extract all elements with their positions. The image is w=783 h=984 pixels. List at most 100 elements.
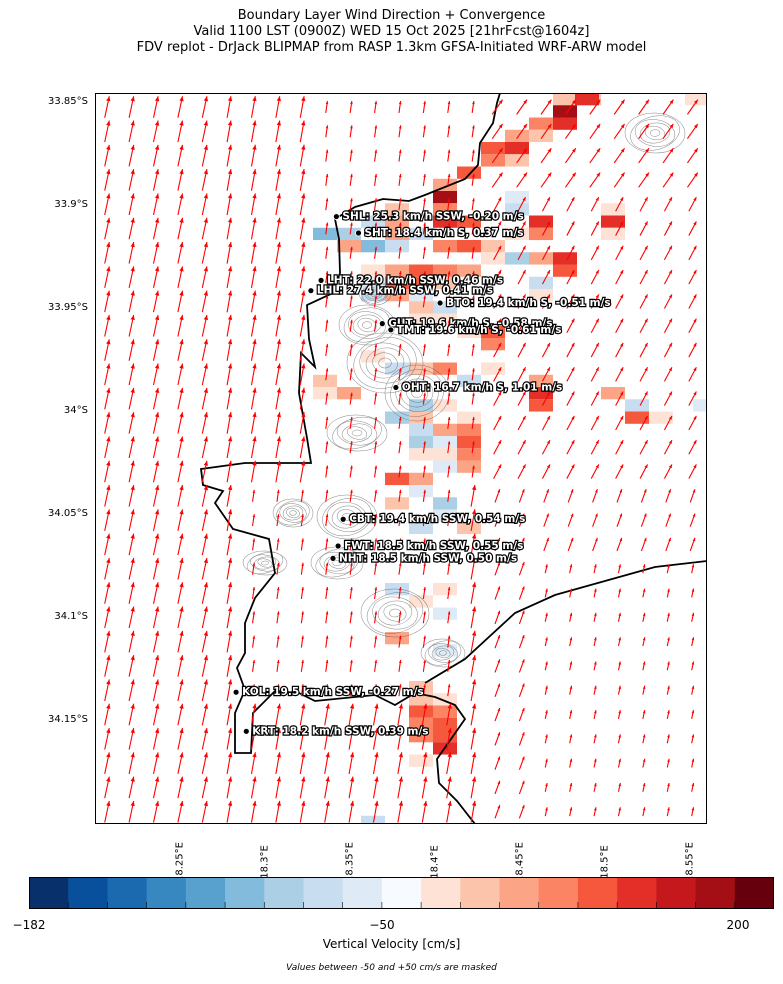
vv-cell bbox=[385, 497, 409, 510]
wind-arrow bbox=[299, 314, 306, 337]
wind-arrow bbox=[177, 314, 184, 337]
wind-arrow bbox=[592, 513, 598, 527]
wind-arrow bbox=[201, 363, 209, 386]
wind-arrow bbox=[201, 387, 209, 410]
wind-arrow bbox=[518, 659, 525, 673]
wind-arrow bbox=[398, 684, 402, 697]
terrain-contours bbox=[242, 112, 686, 668]
vv-cell bbox=[385, 632, 409, 645]
wind-arrow bbox=[128, 679, 135, 702]
wind-arrow bbox=[177, 460, 184, 483]
wind-arrow bbox=[691, 661, 695, 671]
wind-arrow bbox=[201, 630, 209, 653]
vv-cell bbox=[529, 289, 553, 302]
wind-arrow bbox=[640, 513, 647, 527]
wind-arrow bbox=[421, 800, 428, 823]
wind-arrow bbox=[128, 266, 135, 288]
vv-cell bbox=[337, 240, 361, 253]
wind-arrow bbox=[128, 557, 135, 580]
wind-arrow bbox=[544, 588, 548, 598]
wind-arrow bbox=[493, 269, 502, 285]
latitude-tick-label: 34.1°S bbox=[54, 611, 88, 623]
wind-arrow bbox=[152, 606, 160, 629]
wind-arrow bbox=[447, 514, 451, 527]
wind-arrow bbox=[349, 319, 353, 332]
wind-arrow bbox=[615, 342, 624, 358]
wind-arrow bbox=[663, 342, 673, 358]
wind-arrow bbox=[518, 804, 525, 819]
wind-arrow bbox=[569, 685, 573, 695]
wind-arrow bbox=[470, 606, 477, 629]
wind-arrow bbox=[349, 222, 353, 235]
wind-arrow bbox=[104, 169, 111, 191]
wind-arrow bbox=[471, 246, 475, 259]
wind-arrow bbox=[518, 732, 525, 746]
wind-arrow bbox=[374, 659, 378, 672]
wind-arrow bbox=[593, 661, 597, 671]
wind-arrow bbox=[517, 415, 527, 431]
wind-arrow bbox=[541, 439, 551, 455]
wind-arrow bbox=[152, 727, 160, 750]
wind-arrow bbox=[517, 439, 527, 455]
contour-line bbox=[276, 500, 310, 526]
wind-arrow bbox=[201, 241, 209, 264]
latitude-tick-label: 34°S bbox=[63, 405, 88, 417]
wind-arrow bbox=[494, 732, 501, 746]
vv-cell bbox=[433, 264, 457, 277]
wind-arrow bbox=[152, 169, 160, 191]
wind-arrow bbox=[226, 582, 233, 604]
wind-arrow bbox=[517, 464, 527, 479]
vv-cell bbox=[601, 203, 625, 216]
wind-arrow bbox=[688, 415, 697, 431]
wind-arrow bbox=[299, 703, 306, 726]
wind-arrow bbox=[639, 391, 649, 406]
wind-arrow bbox=[590, 269, 600, 285]
wind-arrow bbox=[422, 514, 426, 527]
wind-arrow bbox=[177, 630, 184, 653]
colorbar-swatch bbox=[225, 877, 265, 909]
wind-arrow bbox=[518, 489, 525, 503]
colorbar-max-label: 200 bbox=[726, 918, 750, 932]
wind-arrow bbox=[349, 368, 353, 381]
vv-cell bbox=[553, 117, 577, 130]
wind-arrow bbox=[493, 439, 502, 455]
wind-arrow bbox=[300, 586, 304, 600]
wind-arrow bbox=[540, 123, 552, 139]
wind-arrow bbox=[691, 564, 695, 574]
wind-arrow bbox=[642, 637, 646, 647]
wind-arrow bbox=[663, 439, 673, 455]
wind-arrow bbox=[250, 460, 257, 483]
wind-arrow bbox=[276, 611, 280, 624]
wind-arrow bbox=[638, 123, 650, 139]
wind-arrow bbox=[566, 245, 575, 261]
wind-arrow bbox=[372, 776, 379, 799]
wind-arrow bbox=[422, 416, 426, 429]
wind-arrow bbox=[177, 557, 184, 580]
wind-arrow bbox=[541, 196, 551, 212]
vv-cell bbox=[433, 607, 457, 620]
wind-arrow bbox=[177, 241, 184, 264]
wind-arrow bbox=[226, 266, 233, 289]
wind-arrow bbox=[325, 416, 329, 429]
wind-arrow bbox=[398, 562, 402, 575]
station-dot bbox=[339, 515, 347, 523]
vv-cell bbox=[409, 362, 433, 375]
vv-cell bbox=[529, 117, 553, 130]
vv-cell bbox=[649, 411, 673, 424]
wind-arrow bbox=[518, 586, 525, 600]
wind-arrow bbox=[447, 441, 451, 454]
wind-arrow bbox=[325, 538, 329, 551]
wind-arrow bbox=[422, 489, 426, 502]
contour-line bbox=[357, 317, 377, 333]
wind-arrow bbox=[593, 637, 597, 647]
wind-arrow bbox=[104, 679, 111, 702]
wind-arrow bbox=[374, 416, 378, 429]
wind-arrow bbox=[688, 439, 697, 455]
vv-cell bbox=[481, 252, 505, 265]
wind-arrow bbox=[104, 630, 111, 653]
wind-arrow bbox=[517, 294, 527, 309]
wind-arrow bbox=[617, 685, 622, 695]
wind-arrow bbox=[275, 460, 282, 483]
wind-arrow bbox=[250, 168, 257, 191]
station-label: BTO: 19.4 km/h S, -0.51 m/s bbox=[446, 297, 611, 309]
